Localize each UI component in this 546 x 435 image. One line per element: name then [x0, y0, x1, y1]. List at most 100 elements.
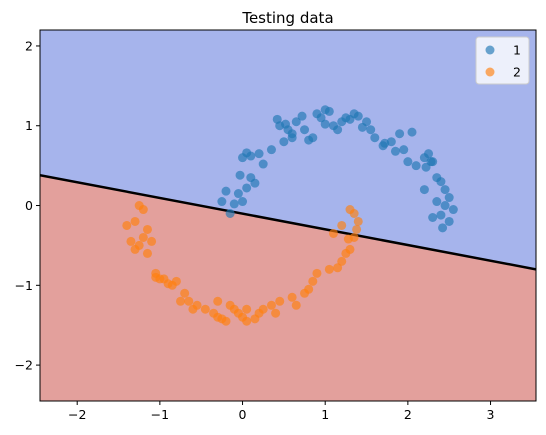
point-class-1 — [448, 205, 458, 215]
x-axis: −2 −1 0 1 2 3 — [68, 401, 495, 422]
legend-marker-class-1 — [485, 45, 495, 55]
point-class-2 — [242, 316, 252, 326]
point-class-2 — [225, 300, 235, 310]
point-class-1 — [217, 197, 227, 207]
point-class-1 — [225, 209, 235, 219]
point-class-1 — [258, 159, 268, 169]
point-class-2 — [345, 244, 355, 254]
point-class-2 — [324, 264, 334, 274]
point-class-2 — [176, 296, 186, 306]
point-class-2 — [159, 274, 169, 284]
point-class-2 — [221, 316, 231, 326]
point-class-2 — [138, 205, 148, 215]
point-class-1 — [411, 161, 421, 171]
point-class-1 — [300, 125, 310, 135]
point-class-2 — [258, 304, 268, 314]
point-class-2 — [151, 268, 161, 278]
point-class-1 — [308, 133, 318, 143]
point-class-2 — [352, 224, 362, 234]
point-class-2 — [213, 296, 223, 306]
point-class-2 — [142, 248, 152, 258]
point-class-2 — [343, 234, 353, 244]
y-axis: −2 −1 0 1 2 — [15, 38, 40, 373]
decision-region-class-2 — [40, 175, 536, 401]
point-class-1 — [428, 212, 438, 222]
point-class-1 — [362, 117, 372, 127]
point-class-1 — [250, 178, 260, 188]
y-tick-label: 2 — [25, 38, 33, 53]
y-tick-label: −1 — [15, 278, 33, 293]
point-class-2 — [275, 296, 285, 306]
x-tick-label: −2 — [68, 407, 86, 422]
point-class-2 — [138, 232, 148, 242]
point-class-2 — [142, 224, 152, 234]
decision-region-class-1 — [40, 30, 536, 270]
point-class-2 — [184, 296, 194, 306]
point-class-1 — [229, 199, 239, 209]
point-class-2 — [291, 300, 301, 310]
x-tick-label: 3 — [487, 407, 495, 422]
point-class-1 — [444, 216, 454, 226]
point-class-1 — [254, 149, 264, 159]
point-class-1 — [266, 145, 276, 155]
point-class-1 — [235, 170, 245, 180]
x-tick-label: 1 — [321, 407, 329, 422]
point-class-2 — [353, 216, 363, 226]
legend: 1 2 — [475, 36, 530, 85]
point-class-1 — [233, 189, 243, 199]
point-class-1 — [390, 146, 400, 156]
x-tick-label: −1 — [151, 407, 169, 422]
point-class-1 — [291, 117, 301, 127]
point-class-1 — [221, 186, 231, 196]
point-class-1 — [238, 197, 248, 207]
point-class-1 — [272, 114, 282, 124]
point-class-1 — [403, 157, 413, 167]
point-class-2 — [200, 304, 210, 314]
point-class-2 — [337, 256, 347, 266]
point-class-2 — [180, 288, 190, 298]
point-class-1 — [440, 201, 450, 211]
plot-area — [40, 30, 536, 401]
point-class-1 — [279, 137, 289, 147]
y-tick-label: 1 — [25, 118, 33, 133]
point-class-2 — [337, 220, 347, 230]
legend-box — [475, 36, 530, 85]
plot-frame — [39, 29, 537, 402]
point-class-1 — [421, 162, 431, 172]
point-class-1 — [444, 193, 454, 203]
point-class-1 — [242, 183, 252, 193]
point-class-2 — [333, 263, 343, 273]
point-class-1 — [419, 185, 429, 195]
point-class-2 — [308, 276, 318, 286]
point-class-2 — [312, 268, 322, 278]
point-class-1 — [281, 119, 291, 129]
point-class-1 — [297, 111, 307, 121]
point-class-2 — [147, 236, 157, 246]
scatter-points — [122, 105, 458, 326]
point-class-1 — [407, 127, 417, 137]
point-class-1 — [386, 137, 396, 147]
point-class-2 — [171, 276, 181, 286]
point-class-1 — [328, 121, 338, 131]
point-class-1 — [432, 197, 442, 207]
point-class-2 — [126, 236, 136, 246]
y-tick-label: −2 — [15, 358, 33, 373]
point-class-1 — [353, 111, 363, 121]
point-class-2 — [266, 300, 276, 310]
point-class-1 — [320, 119, 330, 129]
point-class-1 — [366, 125, 376, 135]
point-class-2 — [304, 284, 314, 294]
point-class-2 — [271, 308, 281, 318]
x-tick-label: 0 — [239, 407, 247, 422]
decision-boundary-line — [40, 173, 536, 271]
point-class-2 — [328, 228, 338, 238]
point-class-1 — [324, 106, 334, 116]
point-class-1 — [436, 210, 446, 220]
legend-label-class-2: 2 — [513, 65, 521, 80]
point-class-2 — [130, 244, 140, 254]
point-class-2 — [242, 304, 252, 314]
chart-title: Testing data — [241, 9, 333, 27]
point-class-1 — [316, 113, 326, 123]
point-class-2 — [287, 292, 297, 302]
